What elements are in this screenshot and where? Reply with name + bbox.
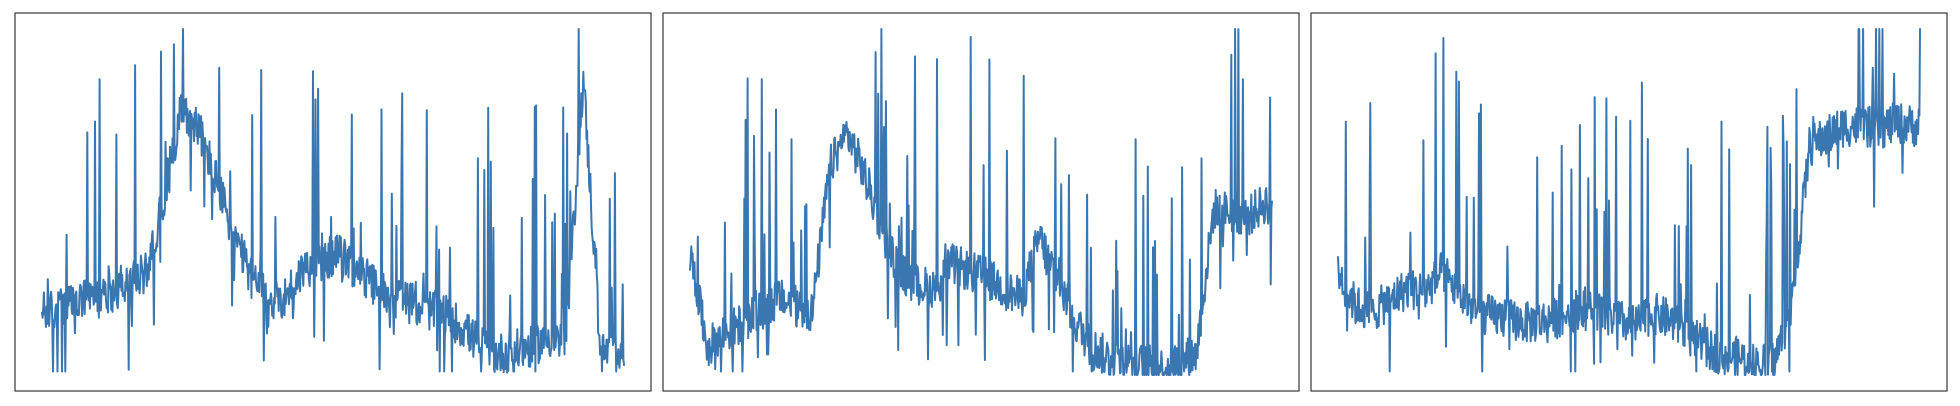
chart-panel-2	[662, 12, 1300, 392]
series-line-1	[41, 28, 625, 374]
chart-frame	[1310, 12, 1948, 392]
chart-panel-3	[1310, 12, 1948, 392]
chart-frame	[14, 12, 652, 392]
chart-frame	[662, 12, 1300, 392]
chart-panel-1	[14, 12, 652, 392]
series-line-1	[1337, 28, 1921, 376]
series-line-1	[689, 28, 1273, 376]
